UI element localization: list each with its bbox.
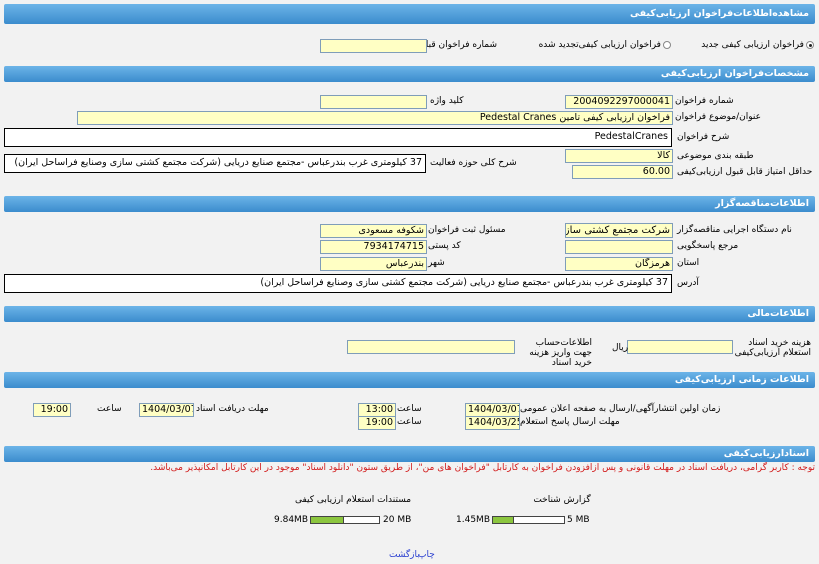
file-label: مستندات استعلام ارزیابی کیفی	[294, 495, 412, 505]
field-value: شرکت مجتمع کشتی سازی	[565, 223, 673, 238]
progress-fill	[493, 517, 514, 523]
progress-fill	[311, 517, 345, 523]
file-size: 1.45MB	[456, 515, 490, 525]
radio-renewed[interactable]	[663, 41, 671, 49]
field-label: استان	[677, 258, 700, 268]
field-value: 37 کیلومتری غرب بندرعباس -مجتمع صنایع در…	[4, 274, 672, 293]
field-label: مسئول ثبت فراخوان	[428, 225, 506, 235]
section-heading: مشخصات‌فراخوان ارزیابی‌کیفی	[4, 66, 815, 82]
field-value: شکوفه مسعودی	[320, 224, 427, 238]
field-label: شماره فراخوان	[675, 96, 734, 106]
time-value: 19:00	[33, 403, 71, 417]
field-label: شهر	[428, 258, 445, 268]
field-label: اطلاعات‌حساب جهت واریز هزینه خرید اسناد	[529, 338, 592, 368]
field-label: طبقه بندی موضوعی	[677, 151, 754, 161]
field-label: مهلت ارسال پاسخ استعلام	[520, 417, 620, 427]
section-heading: اطلاعات‌مالی	[4, 306, 815, 322]
field-label: مهلت دریافت اسناد	[196, 404, 269, 414]
radio-label[interactable]: فراخوان ارزیابی کیفی‌تجدید شده	[538, 40, 661, 50]
field-value	[347, 340, 515, 354]
time-value: 19:00	[358, 416, 396, 430]
field-label: شرح کلی حوزه فعالیت	[430, 158, 517, 168]
field-value	[565, 240, 673, 254]
time-label: ساعت	[397, 404, 422, 414]
field-value	[320, 95, 427, 109]
field-value: 7934174715	[320, 240, 427, 254]
field-label: هزینه خرید اسناد استعلام ارزیابی‌کیفی	[734, 338, 811, 358]
print-link[interactable]: چاپ	[418, 550, 435, 560]
section-heading: اسنادارزیابی‌کیفی	[4, 446, 815, 462]
field-label: نام دستگاه اجرایی مناقصه‌گزار	[677, 225, 792, 235]
field-label: زمان اولین انتشارآگهی/ارسال به صفحه اعلا…	[520, 404, 721, 414]
field-value: فراخوان ارزیابی کیفی تامین Pedestal Cran…	[77, 111, 673, 125]
field-label: عنوان/موضوع فراخوان	[675, 112, 761, 122]
radio-new[interactable]	[806, 41, 814, 49]
file-size: 9.84MB	[274, 515, 308, 525]
field-label: مرجع پاسخگویی	[677, 241, 739, 251]
date-value: 1404/03/07	[139, 403, 194, 417]
unit-label: ریال	[612, 343, 629, 353]
file-max: 20 MB	[383, 515, 412, 525]
field-value: PedestalCranes	[4, 128, 672, 147]
field-value: هرمزگان	[565, 257, 673, 271]
file-label: گزارش شناخت	[533, 495, 591, 505]
date-value: 1404/03/07	[465, 403, 520, 417]
field-value: بندرعباس	[320, 257, 427, 271]
field-value: 2004092297000041	[565, 95, 673, 109]
date-value: 1404/03/25	[465, 416, 520, 430]
time-label: ساعت	[397, 417, 422, 427]
field-value: 37 کیلومتری غرب بندرعباس -مجتمع صنایع در…	[4, 154, 426, 173]
section-heading: اطلاعات‌مناقصه‌گزار	[4, 196, 815, 212]
field-label: آدرس	[677, 278, 699, 288]
time-label: ساعت	[97, 404, 122, 414]
back-link[interactable]: بازگشت	[389, 550, 420, 560]
field-label: کد پستی	[428, 241, 461, 251]
field-value	[627, 340, 733, 354]
notice: توجه : کاربر گرامی، دریافت اسناد در مهلت…	[150, 463, 815, 473]
progress-bar	[310, 516, 380, 524]
progress-bar	[492, 516, 565, 524]
field-label: شماره فراخوان قبلی	[418, 40, 497, 50]
section-heading: اطلاعات زمانی ارزیابی‌کیفی	[4, 372, 815, 388]
file-max: 5 MB	[567, 515, 590, 525]
page-title: مشاهده‌اطلاعات‌فراخوان ارزیابی‌کیفی	[4, 4, 815, 24]
field-value: کالا	[565, 149, 673, 163]
radio-label[interactable]: فراخوان ارزیابی کیفی جدید	[701, 40, 804, 50]
previous-number-input[interactable]	[320, 39, 427, 53]
field-value: 60.00	[572, 165, 673, 179]
field-label: شرح فراخوان	[677, 132, 730, 142]
time-value: 13:00	[358, 403, 396, 417]
field-label: حداقل امتیاز قابل قبول ارزیابی‌کیفی	[677, 167, 813, 177]
field-label: کلید واژه	[430, 96, 464, 106]
